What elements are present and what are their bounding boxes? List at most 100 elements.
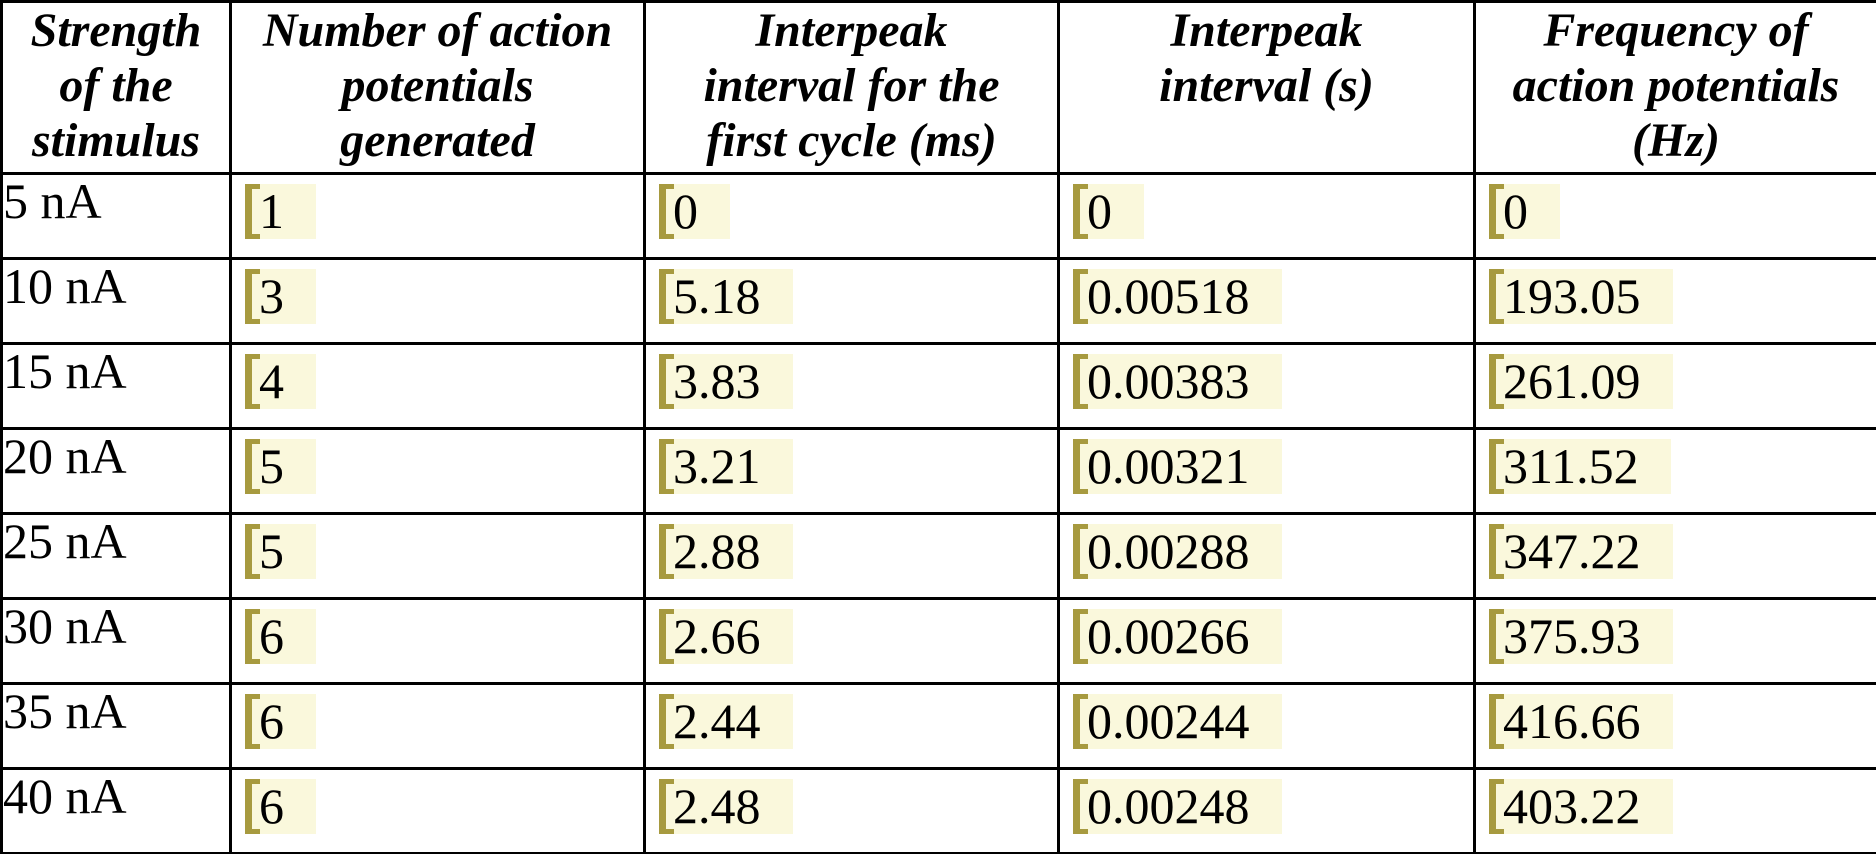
table-cell: 3.83 [643, 342, 1060, 430]
form-field-frequency-hz[interactable]: 193.05 [1489, 269, 1673, 324]
table-cell: 6 [229, 597, 646, 685]
form-field-bracket-icon [659, 439, 674, 494]
form-field-bracket-icon [659, 609, 674, 664]
form-field-value: 0 [1087, 183, 1112, 239]
table-cell: 0.00266 [1057, 597, 1476, 685]
form-field-bracket-icon [659, 184, 674, 239]
table-cell: 0.00288 [1057, 512, 1476, 600]
form-field-value: 0 [1503, 183, 1528, 239]
form-field-frequency-hz[interactable]: 261.09 [1489, 354, 1673, 409]
stimulus-label: 30 nA [0, 597, 232, 685]
column-header-interpeak-interval-first-cycle-ms: Interpeak interval for the first cycle (… [643, 0, 1060, 175]
header-line: (Hz) [1632, 114, 1720, 167]
table-cell: 0.00321 [1057, 427, 1476, 515]
form-field-value: 2.48 [673, 778, 761, 834]
form-field-interpeak-s[interactable]: 0.00266 [1073, 609, 1282, 664]
header-line: interval for the [703, 59, 1000, 112]
form-field-frequency-hz[interactable]: 375.93 [1489, 609, 1673, 664]
form-field-interpeak-ms[interactable]: 0 [659, 184, 730, 239]
table-cell: 6 [229, 767, 646, 854]
form-field-bracket-icon [1073, 609, 1088, 664]
form-field-interpeak-ms[interactable]: 3.21 [659, 439, 793, 494]
stimulus-label: 20 nA [0, 427, 232, 515]
table-cell: 5 [229, 427, 646, 515]
form-field-value: 4 [259, 353, 284, 409]
table-cell: 375.93 [1473, 597, 1876, 685]
header-line: stimulus [31, 114, 201, 167]
form-field-bracket-icon [659, 269, 674, 324]
table-row-25na: 25 nA 5 2.88 0.00288 347.22 [0, 512, 1876, 600]
stimulus-label: 15 nA [0, 342, 232, 430]
form-field-num-potentials[interactable]: 1 [245, 184, 316, 239]
form-field-interpeak-s[interactable]: 0.00518 [1073, 269, 1282, 324]
form-field-frequency-hz[interactable]: 0 [1489, 184, 1560, 239]
table-cell: 5.18 [643, 257, 1060, 345]
form-field-interpeak-ms[interactable]: 5.18 [659, 269, 793, 324]
table-cell: 0.00383 [1057, 342, 1476, 430]
form-field-interpeak-ms[interactable]: 2.48 [659, 779, 793, 834]
form-field-frequency-hz[interactable]: 403.22 [1489, 779, 1673, 834]
table-cell: 1 [229, 172, 646, 260]
table-cell: 261.09 [1473, 342, 1876, 430]
form-field-num-potentials[interactable]: 5 [245, 439, 316, 494]
table-row-35na: 35 nA 6 2.44 0.00244 416.66 [0, 682, 1876, 770]
form-field-frequency-hz[interactable]: 311.52 [1489, 439, 1671, 494]
table-cell: 2.66 [643, 597, 1060, 685]
table-cell: 2.48 [643, 767, 1060, 854]
header-line: Interpeak [1170, 4, 1363, 57]
table-cell: 3.21 [643, 427, 1060, 515]
column-header-num-action-potentials: Number of action potentials generated [229, 0, 646, 175]
stimulus-label: 40 nA [0, 767, 232, 854]
form-field-value: 2.88 [673, 523, 761, 579]
form-field-bracket-icon [1073, 439, 1088, 494]
form-field-value: 6 [259, 778, 284, 834]
form-field-frequency-hz[interactable]: 347.22 [1489, 524, 1673, 579]
table-cell: 311.52 [1473, 427, 1876, 515]
form-field-value: 0.00244 [1087, 693, 1250, 749]
table-row-30na: 30 nA 6 2.66 0.00266 375.93 [0, 597, 1876, 685]
form-field-num-potentials[interactable]: 3 [245, 269, 316, 324]
form-field-bracket-icon [1073, 694, 1088, 749]
form-field-value: 3 [259, 268, 284, 324]
form-field-value: 5.18 [673, 268, 761, 324]
table-cell: 347.22 [1473, 512, 1876, 600]
form-field-value: 3.83 [673, 353, 761, 409]
form-field-interpeak-s[interactable]: 0.00244 [1073, 694, 1282, 749]
form-field-frequency-hz[interactable]: 416.66 [1489, 694, 1673, 749]
form-field-interpeak-ms[interactable]: 2.66 [659, 609, 793, 664]
table-row-20na: 20 nA 5 3.21 0.00321 311.52 [0, 427, 1876, 515]
form-field-interpeak-ms[interactable]: 2.44 [659, 694, 793, 749]
form-field-bracket-icon [1489, 694, 1504, 749]
table-cell: 193.05 [1473, 257, 1876, 345]
column-header-frequency-hz: Frequency of action potentials (Hz) [1473, 0, 1876, 175]
form-field-interpeak-s[interactable]: 0.00248 [1073, 779, 1282, 834]
form-field-bracket-icon [1073, 354, 1088, 409]
form-field-num-potentials[interactable]: 6 [245, 694, 316, 749]
header-line: first cycle (ms) [706, 114, 997, 167]
header-line: interval (s) [1159, 59, 1374, 112]
table-cell: 0.00244 [1057, 682, 1476, 770]
form-field-bracket-icon [245, 269, 260, 324]
form-field-interpeak-ms[interactable]: 2.88 [659, 524, 793, 579]
form-field-bracket-icon [1489, 524, 1504, 579]
table-cell: 0.00248 [1057, 767, 1476, 854]
table-cell: 0 [643, 172, 1060, 260]
form-field-interpeak-s[interactable]: 0 [1073, 184, 1144, 239]
table-cell: 0.00518 [1057, 257, 1476, 345]
form-field-interpeak-s[interactable]: 0.00288 [1073, 524, 1282, 579]
form-field-value: 5 [259, 523, 284, 579]
form-field-interpeak-s[interactable]: 0.00383 [1073, 354, 1282, 409]
form-field-num-potentials[interactable]: 6 [245, 779, 316, 834]
form-field-interpeak-ms[interactable]: 3.83 [659, 354, 793, 409]
form-field-num-potentials[interactable]: 4 [245, 354, 316, 409]
form-field-value: 0.00266 [1087, 608, 1250, 664]
column-header-stimulus-strength: Strength of the stimulus [0, 0, 232, 175]
form-field-value: 416.66 [1503, 693, 1641, 749]
table-row-40na: 40 nA 6 2.48 0.00248 403.22 [0, 767, 1876, 854]
form-field-bracket-icon [245, 779, 260, 834]
form-field-value: 0.00518 [1087, 268, 1250, 324]
form-field-num-potentials[interactable]: 6 [245, 609, 316, 664]
form-field-interpeak-s[interactable]: 0.00321 [1073, 439, 1282, 494]
form-field-num-potentials[interactable]: 5 [245, 524, 316, 579]
